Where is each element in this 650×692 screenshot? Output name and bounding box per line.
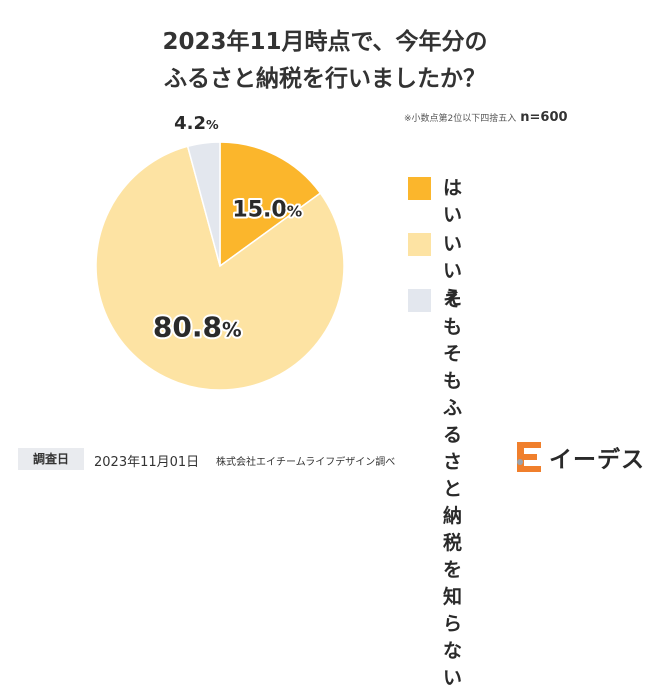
chart-title: 2023年11月時点で、今年分の ふるさと納税を行いましたか？ <box>0 24 650 98</box>
pie-chart: 15.0%80.8%4.2% <box>95 111 345 391</box>
pie-label-yes-unit: % <box>287 203 302 221</box>
pie-label-unknown-unit: % <box>206 117 219 132</box>
pie-slice-yes <box>219 141 322 268</box>
legend-item-no: いいえ <box>408 231 462 312</box>
pie-label-no: 80.8% <box>153 310 242 343</box>
sample-size: n=600 <box>520 110 568 125</box>
survey-source: 株式会社エイチームライフデザイン調べ <box>216 457 396 468</box>
pie-slice-unknown <box>186 141 221 267</box>
pie-label-yes-value: 15.0 <box>232 198 286 223</box>
pie-slice-no <box>95 145 345 391</box>
legend-item-yes: はい <box>408 175 462 229</box>
legend-swatch-unknown <box>408 289 431 312</box>
pie-label-yes: 15.0% <box>232 198 302 223</box>
legend-swatch-yes <box>408 177 431 200</box>
title-line-2: ふるさと納税を行いましたか？ <box>164 66 486 92</box>
legend-swatch-no <box>408 233 431 256</box>
pie-label-unknown: 4.2% <box>174 113 219 134</box>
pie-label-unknown-value: 4.2 <box>174 113 206 134</box>
survey-date-label: 調査日 <box>18 448 84 470</box>
e-logo-icon <box>517 442 541 472</box>
legend-label-unknown: そもそも ふるさと納税を 知らない <box>443 289 463 689</box>
survey-date: 2023年11月01日 <box>94 455 200 470</box>
pie-label-no-unit: % <box>222 318 242 341</box>
sample-note: ※小数点第2位以下四捨五入 n=600 <box>404 110 568 125</box>
pie-label-no-value: 80.8 <box>153 310 222 343</box>
brand-logo: イーデス <box>515 440 645 474</box>
brand-name: イーデス <box>549 447 645 473</box>
title-line-1: 2023年11月時点で、今年分の <box>162 29 488 55</box>
legend-label-yes: はい <box>443 177 463 226</box>
rounding-note: ※小数点第2位以下四捨五入 <box>404 114 517 124</box>
legend-item-unknown: そもそも ふるさと納税を 知らない <box>408 287 462 692</box>
legend-label-no: いいえ <box>443 233 463 309</box>
